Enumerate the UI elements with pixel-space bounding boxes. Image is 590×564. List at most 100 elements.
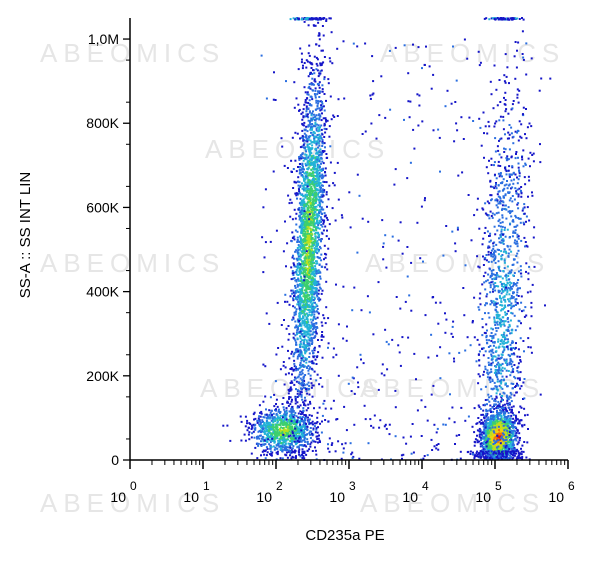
event-dot: [312, 113, 315, 116]
event-dot: [317, 102, 320, 105]
event-dot: [523, 423, 526, 426]
event-dot: [300, 279, 303, 282]
event-dot: [301, 253, 304, 256]
event-dot: [318, 212, 321, 215]
event-dot: [310, 307, 313, 310]
event-dot: [300, 387, 303, 390]
event-dot: [263, 432, 266, 435]
event-dot: [313, 280, 316, 282]
event-dot: [299, 377, 302, 380]
event-dot: [269, 441, 272, 444]
event-dot: [308, 191, 311, 194]
event-dot: [511, 457, 514, 460]
event-dot: [312, 327, 315, 330]
event-dot: [310, 125, 313, 128]
event-dot: [314, 317, 317, 320]
event-dot: [322, 222, 325, 225]
event-dot: [279, 445, 282, 448]
event-dot: [307, 246, 310, 249]
event-dot: [310, 118, 313, 121]
event-dot: [309, 221, 312, 224]
event-dot: [309, 283, 312, 286]
event-dot: [294, 402, 297, 405]
event-dot: [222, 424, 225, 427]
event-dot: [304, 321, 306, 324]
event-dot: [304, 217, 307, 220]
event-dot: [306, 305, 309, 308]
event-dot: [315, 241, 318, 244]
event-dot: [512, 417, 515, 420]
event-dot: [301, 145, 304, 148]
event-dot: [304, 99, 307, 101]
event-dot: [260, 410, 263, 413]
event-dot: [301, 306, 303, 309]
event-dot: [485, 436, 488, 439]
event-dot: [304, 181, 307, 184]
event-dot: [302, 343, 305, 346]
event-dot: [299, 284, 302, 287]
event-dot: [298, 288, 301, 291]
event-dot: [498, 435, 500, 438]
event-dot: [305, 187, 308, 190]
event-dot: [305, 105, 308, 108]
event-dot: [320, 106, 323, 109]
event-dot: [301, 444, 304, 447]
event-dot: [314, 235, 317, 238]
event-dot: [288, 418, 290, 421]
event-dot: [306, 341, 309, 344]
event-dot: [276, 450, 279, 453]
event-dot: [294, 229, 297, 232]
event-dot: [320, 137, 323, 140]
event-dot: [314, 80, 317, 83]
event-dot: [310, 231, 312, 234]
event-dot: [309, 254, 312, 257]
event-dot: [317, 250, 320, 253]
event-dot: [265, 428, 268, 431]
event-dot: [309, 194, 311, 197]
event-dot: [300, 428, 303, 431]
event-dot: [309, 201, 312, 204]
event-dot: [490, 442, 493, 445]
event-dot: [293, 419, 296, 422]
event-dot: [279, 436, 282, 439]
event-dot: [318, 176, 321, 179]
event-dot: [302, 365, 305, 368]
event-dot: [299, 214, 302, 217]
event-dot: [306, 210, 309, 212]
event-dot: [305, 409, 308, 412]
event-dot: [314, 335, 317, 337]
event-dot: [322, 314, 325, 317]
event-dot: [305, 303, 308, 305]
event-dot: [493, 437, 496, 440]
event-dot: [296, 259, 299, 262]
event-dot: [293, 306, 296, 309]
event-dot: [297, 412, 300, 415]
event-dot: [307, 321, 310, 324]
event-dot: [315, 99, 318, 102]
event-dot: [283, 427, 286, 430]
event-dot: [504, 406, 507, 409]
event-dot: [260, 445, 263, 447]
event-dot: [313, 78, 316, 81]
event-dot: [323, 258, 325, 261]
event-dot: [272, 445, 275, 448]
event-dot: [311, 258, 314, 261]
event-dot: [314, 196, 317, 199]
event-dot: [295, 279, 298, 281]
event-dot: [300, 285, 303, 287]
event-dot: [302, 272, 305, 275]
event-dot: [306, 219, 309, 222]
event-dot: [303, 303, 305, 306]
event-dot: [307, 300, 310, 303]
event-dot: [265, 454, 268, 457]
event-dot: [290, 432, 293, 434]
event-dot: [509, 423, 512, 425]
event-dot: [501, 442, 504, 445]
event-dot: [315, 140, 318, 143]
event-dot: [313, 55, 316, 58]
event-dot: [295, 420, 298, 423]
event-dot: [275, 403, 277, 405]
watermark-text: ABEOMICS: [205, 134, 390, 164]
event-dot: [304, 202, 307, 205]
